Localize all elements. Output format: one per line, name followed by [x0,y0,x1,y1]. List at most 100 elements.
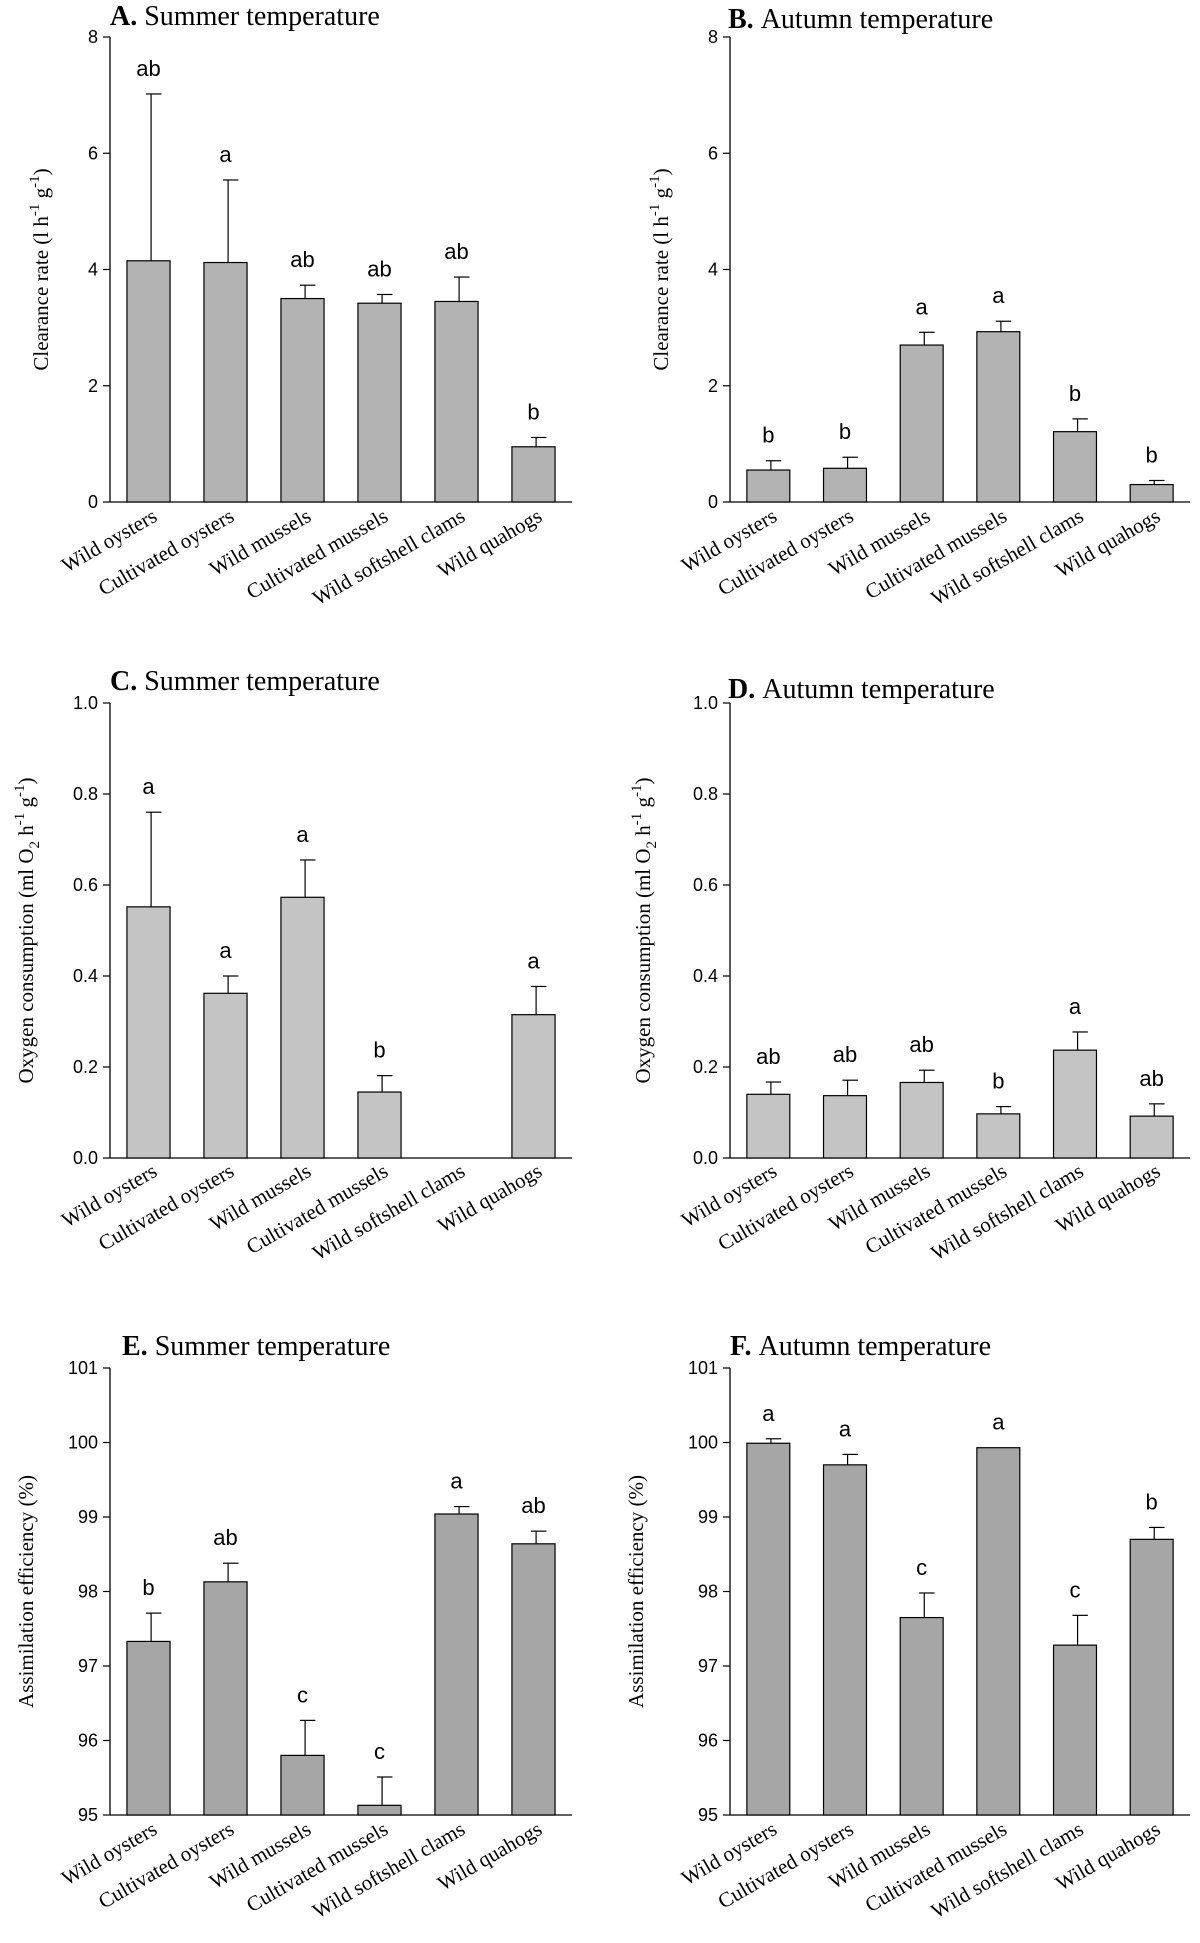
bar [357,1091,402,1159]
y-axis-label: Oxygen consumption (ml O2 h-1 g-1) [629,777,660,1083]
bar [1129,1115,1174,1159]
category-label: Cultivated oysters [94,1817,238,1914]
y-tick-label: 100 [68,1433,98,1453]
bar [434,1513,479,1816]
significance-letter: a [916,294,929,319]
significance-letter: b [527,399,539,424]
bar [357,302,402,503]
bar [1052,1644,1098,1816]
y-tick-label: 2 [708,376,718,396]
significance-letter: a [1069,994,1082,1019]
y-tick-label: 6 [708,143,718,163]
significance-letter: c [297,1682,308,1707]
significance-letter: a [992,1410,1005,1435]
bar [126,1640,171,1816]
y-tick-label: 0.8 [693,784,718,804]
y-tick-label: 97 [78,1656,98,1676]
category-label: Cultivated oysters [714,1159,858,1256]
bar [203,261,248,503]
significance-letter: ab [1139,1066,1163,1091]
category-label: Cultivated oysters [714,1817,858,1914]
y-tick-label: 98 [698,1582,718,1602]
category-label: Cultivated oysters [94,1159,238,1256]
bar [126,260,171,503]
significance-letter: ab [833,1042,857,1067]
bar [976,1113,1021,1159]
significance-letter: ab [290,247,314,272]
significance-letter: b [1069,381,1081,406]
y-tick-label: 1.0 [73,693,98,713]
panel-title: E. Summer temperature [122,1331,390,1362]
y-axis-label: Clearance rate (l h-1 g-1) [27,168,53,370]
significance-letter: c [916,1555,927,1580]
bar [976,1447,1021,1816]
y-tick-label: 95 [698,1805,718,1825]
y-axis-label: Assimilation efficiency (%) [624,1475,648,1708]
y-tick-label: 8 [88,27,98,47]
y-tick-label: 98 [78,1582,98,1602]
significance-letter: ab [444,239,468,264]
bar [1052,1049,1098,1159]
significance-letter: b [839,419,851,444]
panel-a: A. Summer temperature 0 2 4 6 8 Clearance rate… [27,1,572,610]
significance-letter: ab [367,256,391,281]
y-tick-label: 0.6 [693,875,718,895]
bar [899,1081,944,1159]
panel-f: F. Autumn temperature 95 96 97 98 99 100 101 Ass… [624,1331,1190,1923]
bar [746,1093,791,1159]
panel-title: C. Summer temperature [110,666,380,697]
y-axis-label: Clearance rate (l h-1 g-1) [647,168,673,370]
bar [1129,483,1174,503]
significance-letter: b [762,423,774,448]
panel-title: A. Summer temperature [110,1,380,32]
significance-letter: a [219,938,232,963]
significance-letter: ab [213,1525,237,1550]
y-tick-label: 101 [68,1358,98,1378]
y-tick-label: 6 [88,143,98,163]
bar [822,1464,868,1816]
panel-title: F. Autumn temperature [730,1331,991,1362]
y-tick-label: 97 [698,1656,718,1676]
significance-letter: ab [756,1044,780,1069]
bar [280,896,325,1159]
significance-letter: a [142,774,155,799]
y-tick-label: 0.6 [73,875,98,895]
panel-c: C. Summer temperature 0.0 0.2 0.4 0.6 0.8 1.0 O… [12,666,572,1265]
significance-letter: a [762,1401,775,1426]
panel-e: E. Summer temperature 95 96 97 98 99 100 101 Ass… [14,1331,572,1923]
y-tick-label: 101 [688,1358,718,1378]
panel-d: D. Autumn temperature 0.0 0.2 0.4 0.6 0.8 1.0 O… [629,674,1190,1265]
bar [1052,431,1098,503]
bar [357,1804,402,1816]
significance-letter: ab [136,56,160,81]
y-tick-label: 96 [698,1731,718,1751]
y-tick-label: 0.8 [73,784,98,804]
bar [899,344,944,503]
significance-letter: b [142,1575,154,1600]
y-tick-label: 100 [688,1433,718,1453]
y-tick-label: 2 [88,376,98,396]
bar [434,300,479,503]
y-tick-label: 96 [78,1731,98,1751]
bar [511,1543,556,1816]
y-tick-label: 0.4 [693,966,718,986]
significance-letter: a [992,283,1005,308]
y-tick-label: 0 [708,492,718,512]
bar [822,1095,868,1159]
significance-letter: b [992,1069,1004,1094]
significance-letter: ab [909,1032,933,1057]
bar [203,992,248,1159]
y-tick-label: 4 [708,260,718,280]
significance-letter: a [450,1469,463,1494]
y-tick-label: 0.4 [73,966,98,986]
panel-title: D. Autumn temperature [728,674,995,705]
significance-letter: b [373,1038,385,1063]
significance-letter: b [1146,442,1158,467]
y-tick-label: 99 [78,1507,98,1527]
significance-letter: b [1146,1489,1158,1514]
y-tick-label: 95 [78,1805,98,1825]
y-tick-label: 0.0 [73,1148,98,1168]
category-label: Cultivated oysters [94,504,238,601]
panel-title: B. Autumn temperature [728,4,993,35]
